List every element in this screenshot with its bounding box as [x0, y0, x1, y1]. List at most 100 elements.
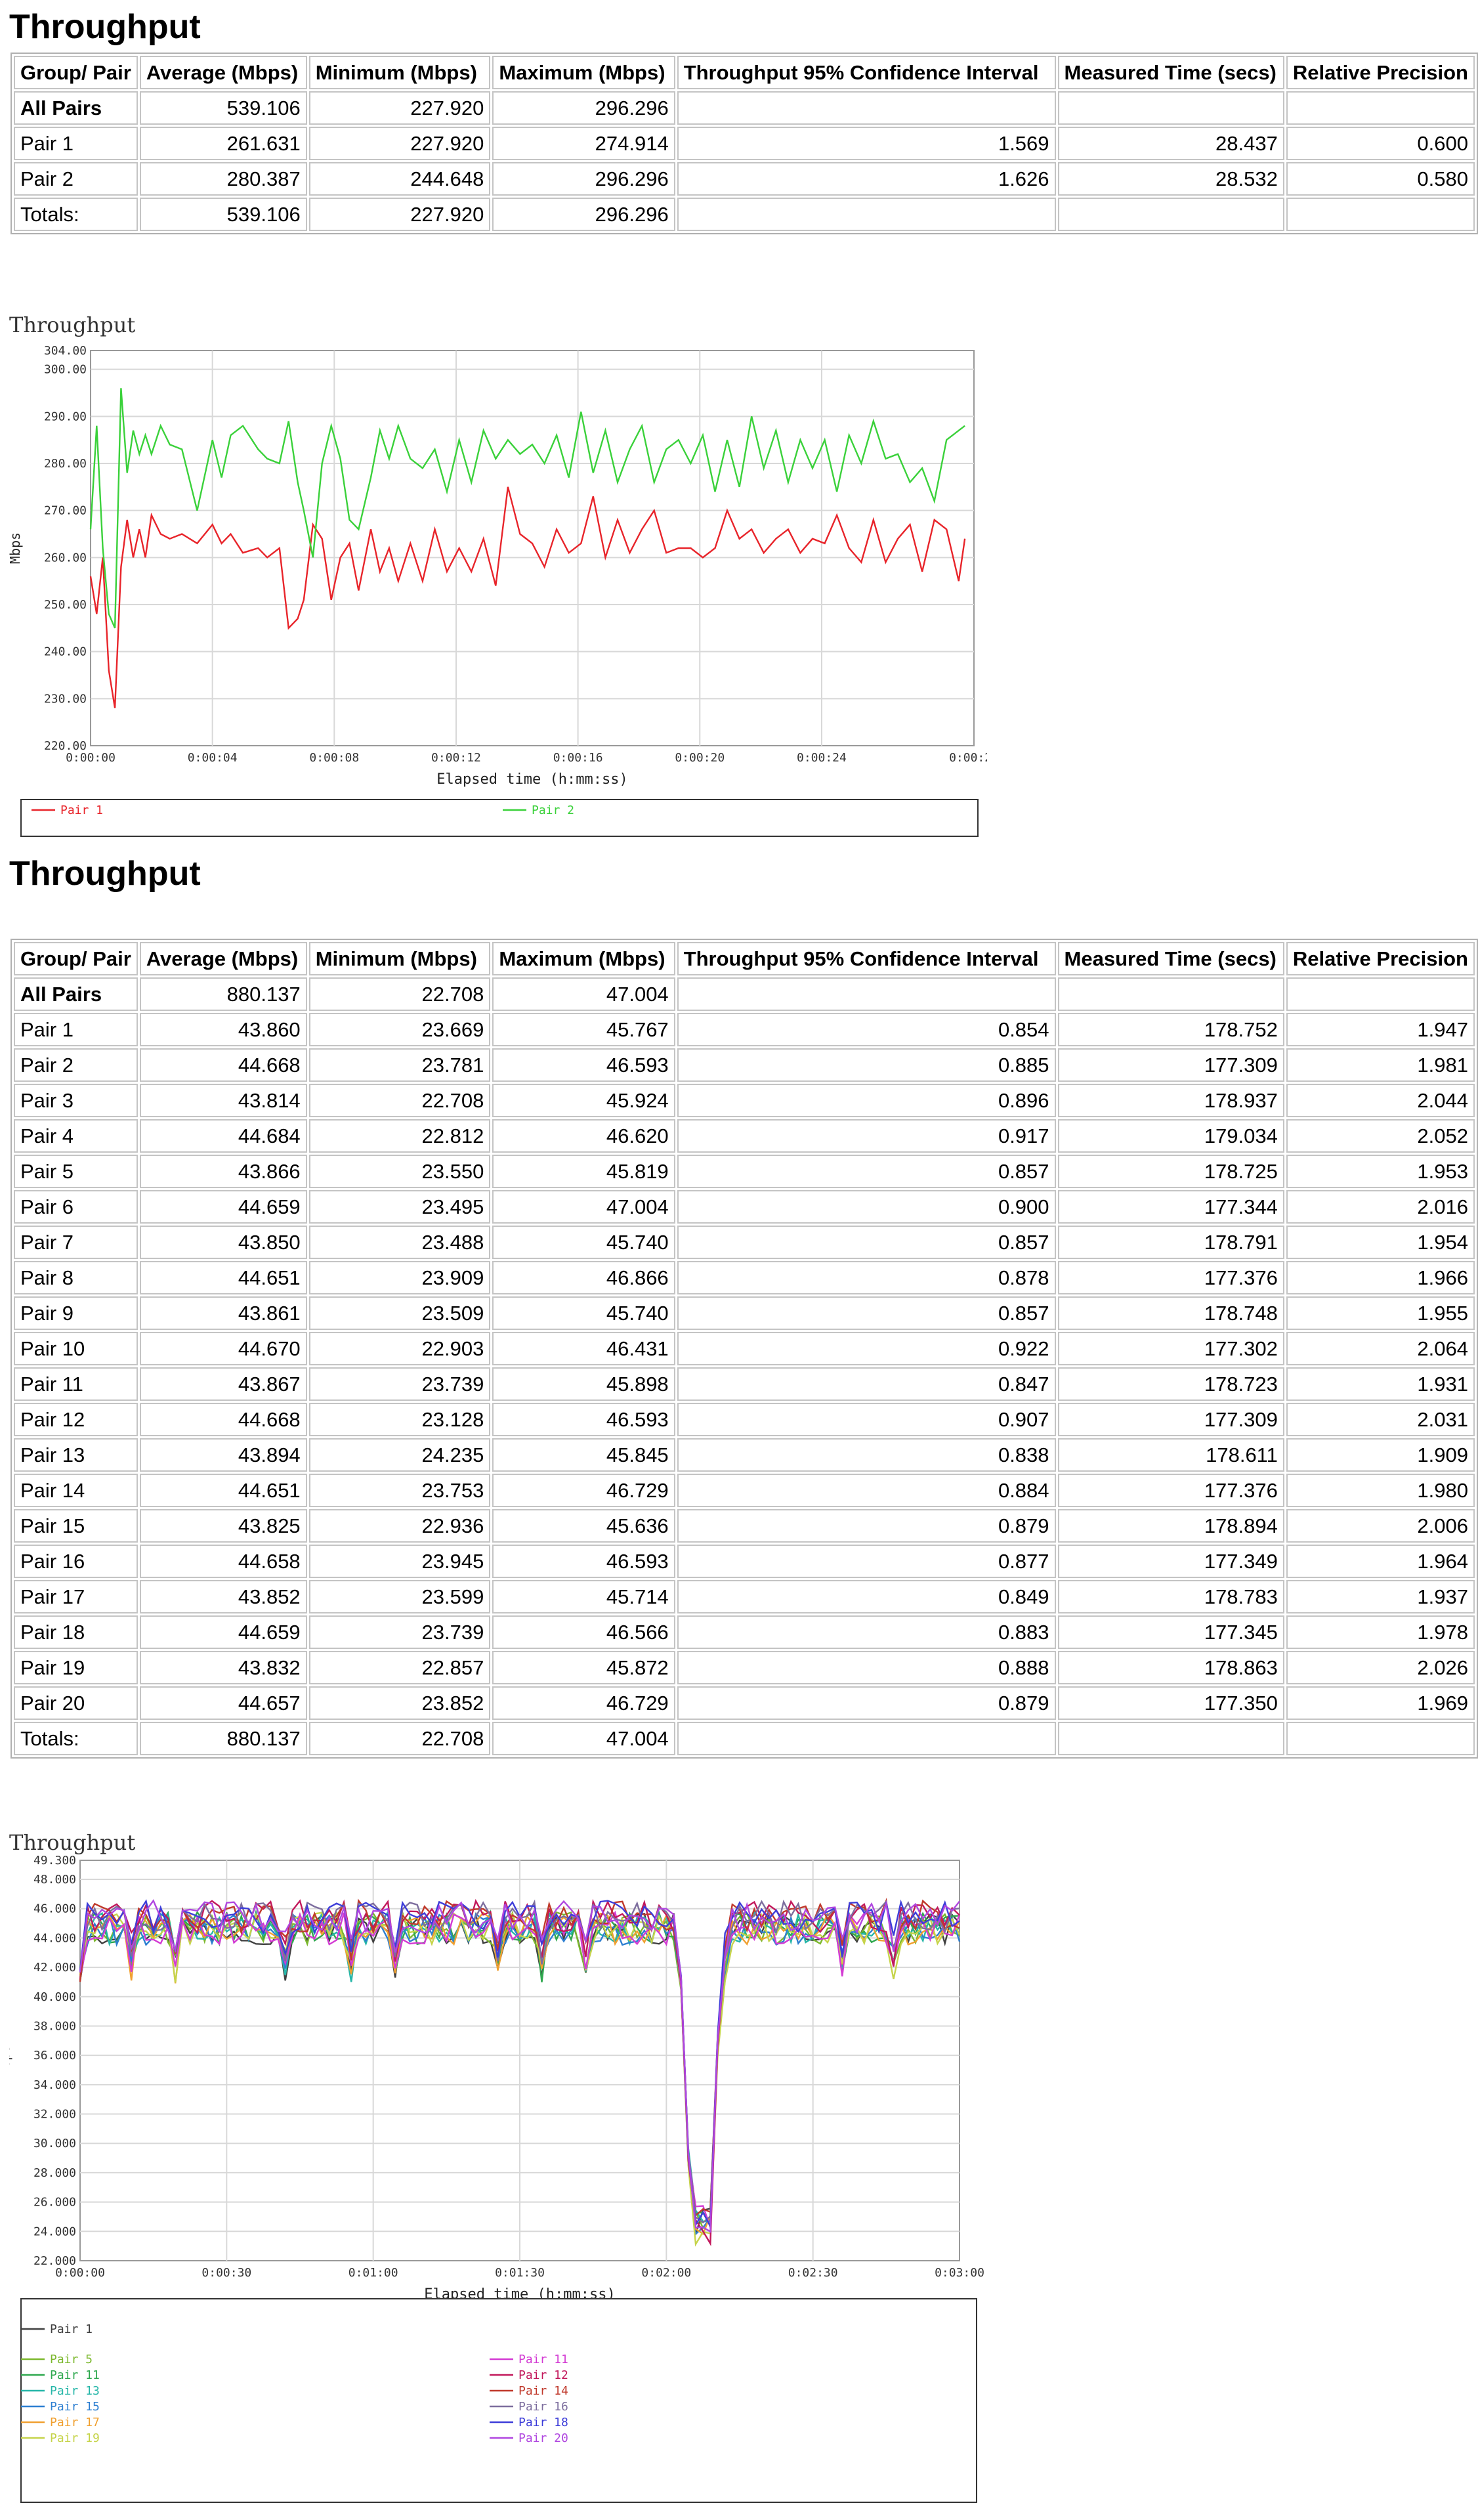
x-tick-label: 0:01:00 [348, 2266, 398, 2280]
table-cell: Pair 17 [14, 1580, 138, 1613]
table-cell: 1.931 [1286, 1367, 1475, 1401]
table-cell: 2.006 [1286, 1509, 1475, 1543]
table-cell [677, 977, 1056, 1011]
table-cell: 1.937 [1286, 1580, 1475, 1613]
table-cell: 1.980 [1286, 1474, 1475, 1507]
table-cell: Pair 16 [14, 1545, 138, 1578]
table-cell: 539.106 [139, 198, 307, 231]
table-cell: 44.670 [139, 1332, 307, 1365]
table-cell: Pair 1 [14, 127, 138, 160]
table-cell: 45.767 [492, 1013, 675, 1046]
y-tick-label: 290.00 [44, 410, 87, 423]
table-cell: 261.631 [139, 127, 307, 160]
table-row: Pair 14 44.651 23.753 46.729 0.884 177.376 1.9… [14, 1474, 1475, 1507]
table-cell: 0.884 [677, 1474, 1056, 1507]
table-cell: 46.566 [492, 1615, 675, 1649]
y-tick-label: 250.00 [44, 598, 87, 612]
legend-entry: Pair 1 [60, 803, 103, 817]
table-row: Pair 7 43.850 23.488 45.740 0.857 178.791 1.95… [14, 1226, 1475, 1259]
table-cell: 880.137 [139, 1722, 307, 1755]
table-cell: 22.708 [308, 1084, 491, 1117]
table-row: Pair 3 43.814 22.708 45.924 0.896 178.937 2.04… [14, 1084, 1475, 1117]
table-cell: 178.791 [1057, 1226, 1284, 1259]
legend-entry: Pair 20 [518, 2431, 568, 2445]
table-cell: 46.593 [492, 1048, 675, 1082]
table-cell: 0.879 [677, 1509, 1056, 1543]
table-cell: Pair 15 [14, 1509, 138, 1543]
legend-entry: Pair 1 [50, 2322, 93, 2336]
table-cell: 1.978 [1286, 1615, 1475, 1649]
table-cell: Pair 8 [14, 1261, 138, 1294]
table-cell: 296.296 [492, 91, 675, 125]
column-header: Average (Mbps) [139, 942, 307, 975]
table-cell: Pair 11 [14, 1367, 138, 1401]
y-tick-label: 40.000 [33, 1990, 76, 2004]
table-cell [1057, 977, 1284, 1011]
legend-entry: Pair 11 [518, 2353, 568, 2366]
throughput-chart-2: Throughput 0:00:00 0:00:30 0:01:00 0:01:30 0:… [9, 1831, 987, 2514]
column-header: Relative Precision [1286, 56, 1475, 89]
table-cell: 43.814 [139, 1084, 307, 1117]
table-cell: Pair 19 [14, 1651, 138, 1684]
table-cell: 44.668 [139, 1403, 307, 1436]
x-tick-label: 0:02:30 [788, 2266, 838, 2280]
table-cell: Pair 18 [14, 1615, 138, 1649]
column-header: Minimum (Mbps) [308, 942, 491, 975]
table-cell: 44.659 [139, 1615, 307, 1649]
table-cell: 43.832 [139, 1651, 307, 1684]
y-tick-label: 32.000 [33, 2108, 76, 2122]
table-cell: 0.879 [677, 1686, 1056, 1720]
column-header: Maximum (Mbps) [492, 56, 675, 89]
table-cell: 179.034 [1057, 1119, 1284, 1153]
table-cell: 23.488 [308, 1226, 491, 1259]
y-tick-label: 24.000 [33, 2225, 76, 2238]
table-cell: Pair 4 [14, 1119, 138, 1153]
table-cell: 43.852 [139, 1580, 307, 1613]
table-cell: 46.593 [492, 1403, 675, 1436]
legend-entry: Pair 13 [50, 2384, 100, 2398]
table-cell: 45.819 [492, 1155, 675, 1188]
table-cell: 23.128 [308, 1403, 491, 1436]
table-cell: 44.684 [139, 1119, 307, 1153]
table-cell: Pair 6 [14, 1190, 138, 1224]
table-cell: 44.659 [139, 1190, 307, 1224]
column-header: Group/ Pair [14, 56, 138, 89]
table-row: Pair 4 44.684 22.812 46.620 0.917 179.034 2.05… [14, 1119, 1475, 1153]
table-row: All Pairs 539.106 227.920 296.296 [14, 91, 1475, 125]
table-cell: 22.936 [308, 1509, 491, 1543]
table-cell: 1.954 [1286, 1226, 1475, 1259]
table-row: Pair 17 43.852 23.599 45.714 0.849 178.783 1.9… [14, 1580, 1475, 1613]
table-row: Totals: 880.137 22.708 47.004 [14, 1722, 1475, 1755]
table-cell [677, 91, 1056, 125]
table-cell: 46.431 [492, 1332, 675, 1365]
table-row: Pair 9 43.861 23.509 45.740 0.857 178.748 1.95… [14, 1296, 1475, 1330]
table-row: Totals: 539.106 227.920 296.296 [14, 198, 1475, 231]
table-cell: 178.752 [1057, 1013, 1284, 1046]
table-row: Pair 16 44.658 23.945 46.593 0.877 177.349 1.9… [14, 1545, 1475, 1578]
legend-entry: Pair 11 [50, 2368, 100, 2382]
table-cell: 44.668 [139, 1048, 307, 1082]
table-cell: 178.894 [1057, 1509, 1284, 1543]
table-cell: 23.599 [308, 1580, 491, 1613]
table-cell: 23.739 [308, 1615, 491, 1649]
y-tick-label: 46.000 [33, 1902, 76, 1916]
legend-entry: Pair 17 [50, 2416, 100, 2429]
table-cell: 44.651 [139, 1474, 307, 1507]
table-cell: 22.857 [308, 1651, 491, 1684]
table-cell: 177.376 [1057, 1261, 1284, 1294]
table-row: Pair 19 43.832 22.857 45.872 0.888 178.863 2.0… [14, 1651, 1475, 1684]
table-cell: Pair 12 [14, 1403, 138, 1436]
table-cell: 178.723 [1057, 1367, 1284, 1401]
table-cell: Pair 1 [14, 1013, 138, 1046]
x-tick-label: 0:02:00 [641, 2266, 691, 2280]
table-cell: 1.964 [1286, 1545, 1475, 1578]
y-tick-label: 26.000 [33, 2196, 76, 2210]
table-header-row: Group/ Pair Average (Mbps) Minimum (Mbps) M… [14, 56, 1475, 89]
x-tick-label: 0:03:00 [935, 2266, 984, 2280]
legend-entry: Pair 2 [532, 803, 574, 817]
table-cell: 227.920 [308, 127, 491, 160]
table-cell: 46.729 [492, 1686, 675, 1720]
table-cell: Pair 7 [14, 1226, 138, 1259]
table-cell: 45.740 [492, 1296, 675, 1330]
table-cell: 1.909 [1286, 1438, 1475, 1472]
